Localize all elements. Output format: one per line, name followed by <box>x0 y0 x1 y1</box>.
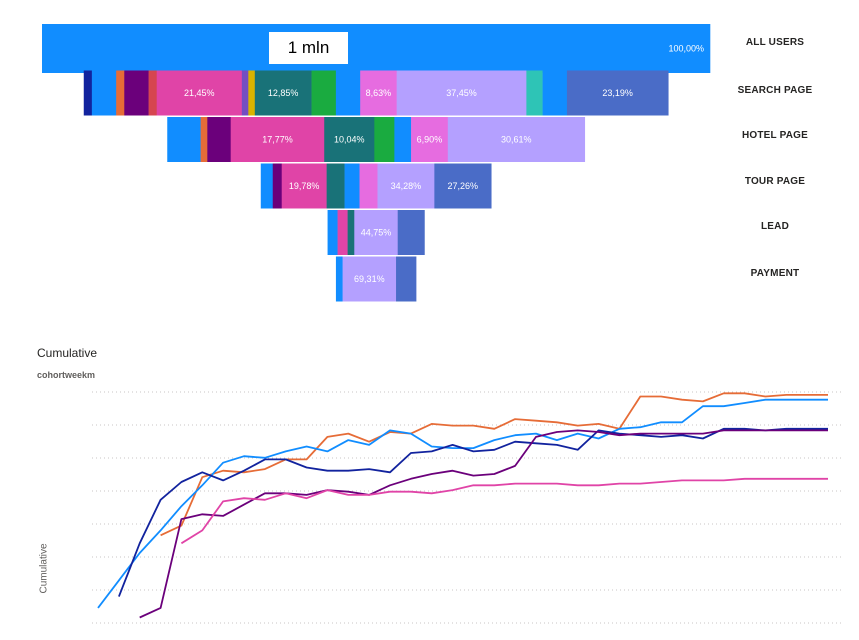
funnel-segment <box>91 70 117 116</box>
line-chart-title: Cumulative <box>37 346 98 360</box>
funnel-segment <box>342 256 397 302</box>
stage-label-lead: LEAD <box>760 221 790 232</box>
funnel-segment <box>344 163 360 209</box>
funnel-segment <box>434 163 492 209</box>
funnel-segment <box>116 70 125 116</box>
funnel-segment <box>260 163 274 209</box>
funnel-segment <box>447 117 586 162</box>
line-chart <box>92 391 842 624</box>
funnel-segment <box>311 70 337 116</box>
series-line-3 <box>118 427 828 597</box>
funnel-data-label: 10,04% <box>334 135 365 145</box>
stage-label-payment: PAYMENT <box>750 268 800 279</box>
funnel-bar-tour-page: 19,78% 34,28% 27,26% <box>260 163 492 209</box>
funnel-segment <box>248 70 256 116</box>
funnel-data-label: 8,63% <box>366 88 392 98</box>
funnel-segment <box>207 117 232 162</box>
funnel-segment <box>156 70 243 116</box>
stage-label-all-users: ALL USERS <box>745 37 805 48</box>
funnel-segment <box>335 70 361 116</box>
funnel-segment <box>360 70 397 116</box>
funnel-data-label: 19,78% <box>289 181 320 191</box>
series-line-1 <box>160 392 828 537</box>
funnel-segment <box>254 70 312 116</box>
funnel-data-label: 44,75% <box>361 228 392 238</box>
funnel-chart: 100,00% 21,45% 12,85% 8,63% 37,45% 23,19% 17,7… <box>42 24 813 302</box>
funnel-segment <box>394 117 412 162</box>
funnel-data-label: 23,19% <box>602 88 633 98</box>
legend-title: cohortweekm <box>37 370 96 380</box>
stage-label-hotel-page: HOTEL PAGE <box>741 130 809 141</box>
funnel-segment <box>327 210 338 255</box>
total-users-annotation: 1 mln <box>269 32 348 64</box>
funnel-bar-lead: 44,75% <box>327 210 425 255</box>
funnel-data-label: 12,85% <box>268 88 299 98</box>
funnel-segment <box>354 210 399 255</box>
funnel-segment <box>396 70 527 116</box>
funnel-segment <box>281 163 327 209</box>
funnel-segment <box>42 24 711 73</box>
funnel-segment <box>230 117 325 162</box>
funnel-segment <box>526 70 543 116</box>
funnel-svg: 100,00% 21,45% 12,85% 8,63% 37,45% 23,19% 17,7… <box>42 24 711 302</box>
funnel-segment <box>542 70 568 116</box>
funnel-segment <box>272 163 283 209</box>
series-line-5 <box>180 477 828 545</box>
funnel-segment <box>124 70 149 116</box>
funnel-data-label: 17,77% <box>262 135 293 145</box>
funnel-segment <box>374 117 395 162</box>
funnel-segment <box>347 210 355 255</box>
funnel-data-label: 21,45% <box>184 88 215 98</box>
funnel-data-label: 30,61% <box>501 135 532 145</box>
funnel-bar-all-users: 100,00% <box>42 24 711 73</box>
funnel-bar-search-page: 21,45% 12,85% 8,63% 37,45% 23,19% <box>83 70 669 116</box>
funnel-segment <box>359 163 378 209</box>
funnel-segment <box>337 210 348 255</box>
funnel-bar-hotel-page: 17,77% 10,04% 6,90% 30,61% <box>167 117 586 162</box>
stage-label-search-page: SEARCH PAGE <box>737 85 813 96</box>
funnel-data-label: 6,90% <box>417 135 443 145</box>
funnel-data-label: 34,28% <box>391 181 422 191</box>
funnel-segment <box>397 210 425 255</box>
funnel-segment <box>200 117 208 162</box>
funnel-data-label: 27,26% <box>448 181 479 191</box>
funnel-segment <box>566 70 669 116</box>
funnel-segment <box>411 117 449 162</box>
funnel-segment <box>148 70 158 116</box>
funnel-segment <box>377 163 435 209</box>
funnel-segment <box>83 70 93 116</box>
funnel-data-label: 37,45% <box>446 88 477 98</box>
funnel-segment <box>167 117 201 162</box>
funnel-segment <box>324 117 375 162</box>
funnel-segment <box>396 256 417 302</box>
funnel-segment <box>241 70 249 116</box>
funnel-segment <box>326 163 345 209</box>
funnel-data-label: 69,31% <box>354 274 385 284</box>
stage-label-tour-page: TOUR PAGE <box>744 176 806 187</box>
funnel-bar-payment: 69,31% <box>335 256 417 302</box>
gridlines <box>92 391 842 624</box>
funnel-data-label: 100,00% <box>668 44 704 54</box>
funnel-segment <box>335 256 343 302</box>
